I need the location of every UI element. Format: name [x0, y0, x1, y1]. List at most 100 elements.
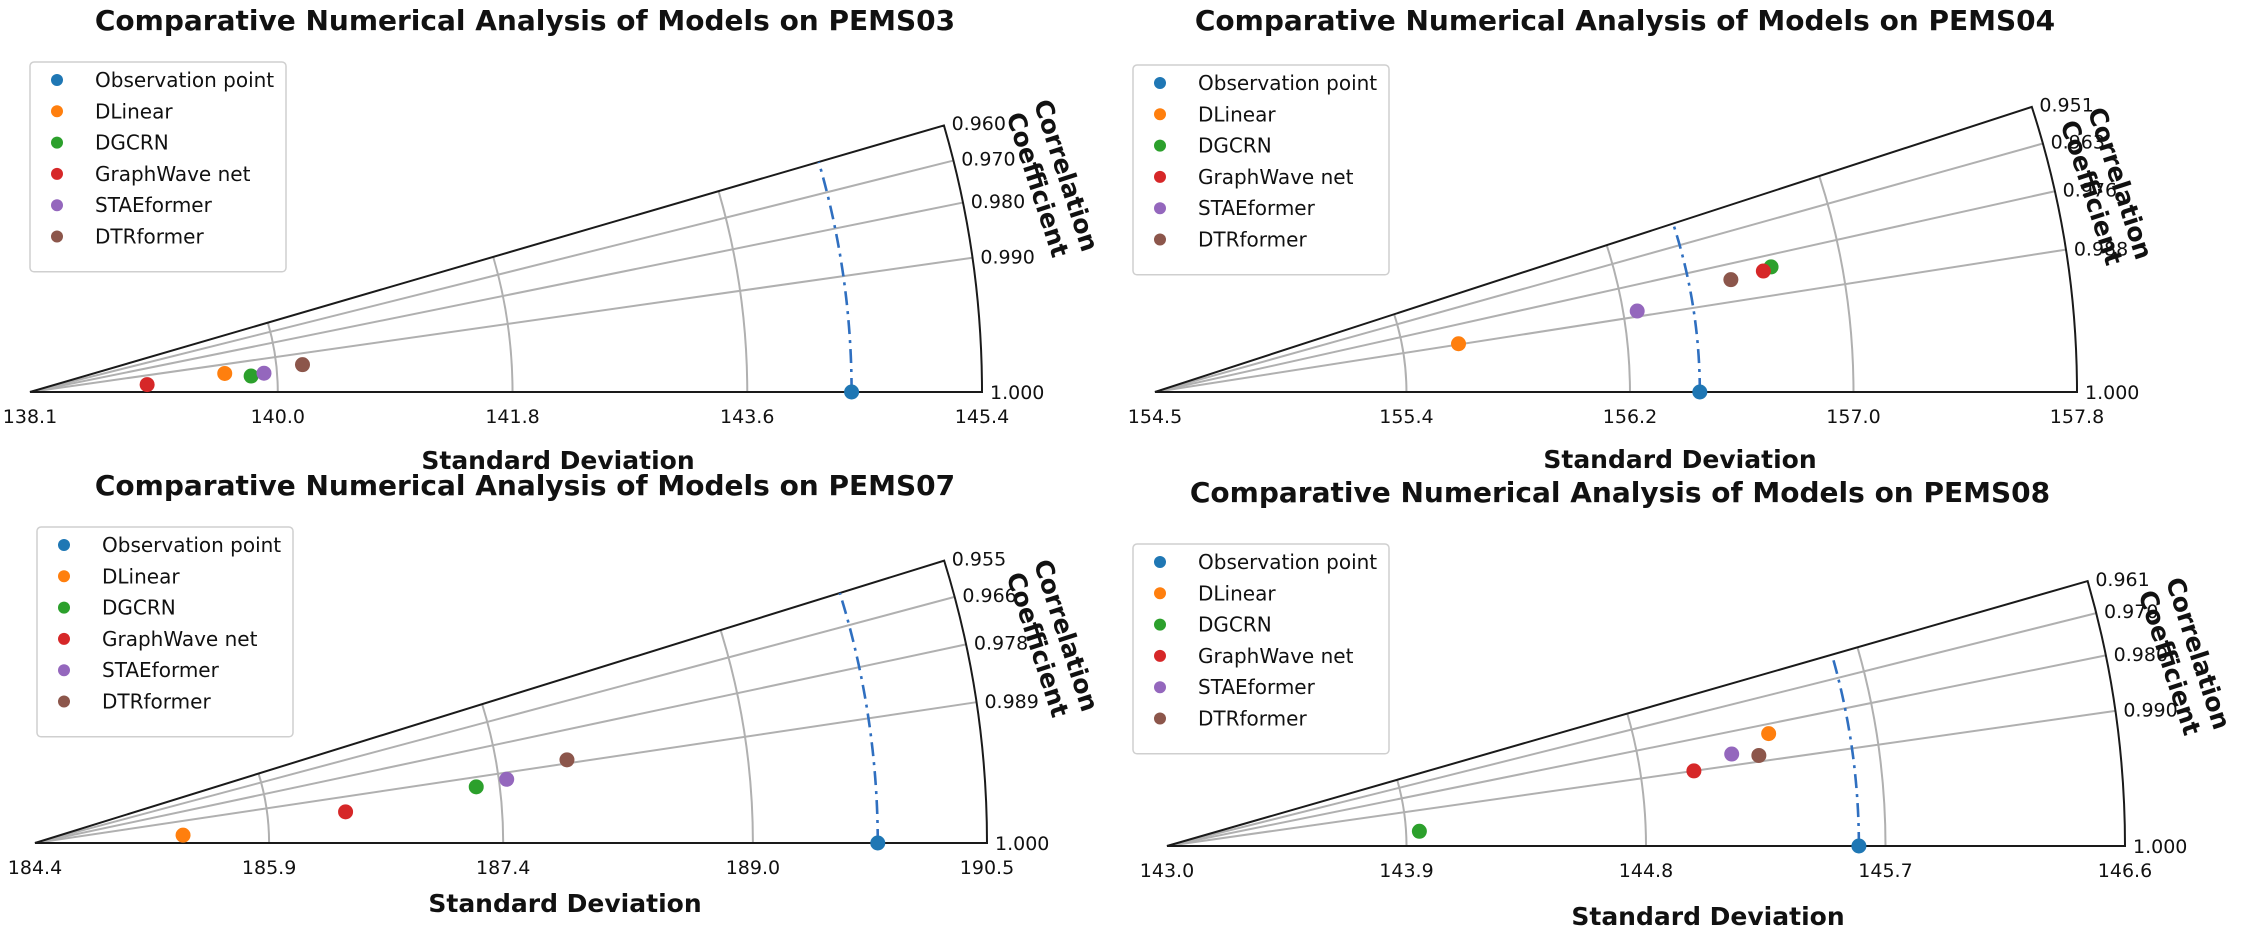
legend-label-dtrformer: DTRformer [1198, 707, 1307, 731]
legend-box [1132, 543, 1390, 755]
legend-label-observation-point: Observation point [1198, 71, 1377, 95]
corr-grid-ray [29, 201, 964, 393]
chart-title: Comparative Numerical Analysis of Models… [95, 469, 955, 502]
panel-pems04: 154.5 155.4 156.2 157.0 157.8 0.951 0.963 0.976… [1128, 4, 2159, 474]
corr-tick-label: 0.980 [2114, 644, 2168, 666]
legend-marker-dtrformer [51, 230, 63, 243]
std-tick-label: 190.5 [960, 857, 1014, 879]
observation-point [844, 384, 860, 400]
legend-label-dtrformer: DTRformer [95, 225, 204, 249]
legend-label-observation-point: Observation point [95, 68, 274, 92]
legend-marker-staeformer [51, 199, 63, 212]
legend: Observation point DLinear DGCRN GraphWave n… [29, 61, 287, 273]
legend-label-dgcrn: DGCRN [1198, 134, 1272, 158]
legend-label-staeformer: STAEformer [102, 658, 220, 682]
chart-title: Comparative Numerical Analysis of Models… [1190, 476, 2050, 509]
corr-tick-label: 0.955 [952, 548, 1006, 570]
legend-label-dlinear: DLinear [1198, 102, 1276, 126]
std-tick-label: 189.0 [726, 857, 780, 879]
std-tick-label: 184.4 [8, 857, 62, 879]
std-tick-label: 154.5 [1128, 406, 1182, 428]
corr-tick-label: 1.000 [990, 382, 1044, 404]
point-staeformer [256, 365, 272, 381]
x-axis-title: Standard Deviation [421, 446, 694, 475]
corr-tick-label: 0.980 [971, 191, 1025, 213]
point-dtrformer [559, 752, 575, 768]
observation-point [870, 835, 886, 851]
legend-marker-dgcrn [58, 601, 70, 614]
corr-grid-ray [1166, 709, 2116, 847]
legend: Observation point DLinear DGCRN GraphWave n… [36, 526, 294, 738]
observation-point [1692, 384, 1708, 400]
x-axis-title: Standard Deviation [428, 889, 701, 918]
point-graphwave-net [139, 377, 155, 393]
corr-tick-label: 0.961 [2095, 569, 2149, 591]
point-dlinear [175, 827, 191, 843]
legend-label-observation-point: Observation point [102, 533, 281, 557]
legend-marker-observation-point [1154, 556, 1166, 568]
corr-tick-label: 0.963 [2051, 131, 2105, 153]
std-tick-label: 143.9 [1379, 860, 1433, 882]
point-dlinear [1761, 726, 1777, 742]
legend-label-dlinear: DLinear [1198, 581, 1276, 605]
std-tick-label: 140.0 [251, 406, 305, 428]
std-tick-label: 187.4 [476, 857, 530, 879]
corr-tick-label: 0.988 [2074, 238, 2128, 260]
corr-grid-ray [1154, 190, 2056, 393]
x-axis-title: Standard Deviation [1543, 445, 1816, 474]
std-tick-label: 157.8 [2050, 406, 2104, 428]
legend-label-dlinear: DLinear [102, 564, 180, 588]
corr-tick-label: 0.978 [974, 633, 1028, 655]
legend-marker-observation-point [1154, 77, 1166, 89]
legend-label-dtrformer: DTRformer [102, 690, 211, 714]
point-graphwave-net [1686, 763, 1702, 779]
std-tick-label: 143.6 [720, 406, 774, 428]
point-dtrformer [1723, 272, 1739, 288]
observation-point [1851, 838, 1867, 854]
legend-marker-dgcrn [1154, 618, 1166, 631]
legend-label-staeformer: STAEformer [1198, 196, 1316, 220]
std-tick-label: 157.0 [1826, 406, 1880, 428]
std-grid-arc [1856, 647, 1887, 847]
point-staeformer [1724, 746, 1740, 762]
corr-tick-label: 0.970 [2104, 601, 2158, 623]
legend-label-graphwave-net: GraphWave net [95, 162, 251, 186]
point-dlinear [217, 365, 233, 381]
legend-marker-graphwave-net [1154, 170, 1166, 183]
corr-tick-label: 0.951 [2039, 94, 2093, 116]
std-grid-arc [1818, 175, 1855, 393]
legend-label-staeformer: STAEformer [1198, 675, 1316, 699]
legend-marker-dtrformer [1154, 712, 1166, 725]
legend-marker-dtrformer [58, 695, 70, 708]
corr-grid-ray [1166, 612, 2097, 847]
panel-pems03: 138.1 140.0 141.8 143.6 145.4 0.960 0.970 0.980… [3, 4, 1105, 475]
legend-marker-staeformer [1154, 202, 1166, 215]
corr-tick-label: 1.000 [2133, 836, 2187, 858]
legend-box [29, 61, 287, 273]
panel-pems08: 143.0 143.9 144.8 145.7 146.6 0.961 0.970 0.980… [1132, 476, 2236, 930]
corr-grid-ray [29, 256, 973, 393]
std-tick-label: 155.4 [1379, 406, 1433, 428]
legend-label-graphwave-net: GraphWave net [102, 627, 258, 651]
point-dgcrn [468, 779, 484, 795]
corr-grid-ray [1154, 142, 2044, 393]
legend-marker-dlinear [1154, 108, 1166, 121]
legend-label-dlinear: DLinear [95, 99, 173, 123]
corr-axis-title: CorrelationCoefficient [999, 96, 1104, 265]
std-tick-label: 144.8 [1619, 860, 1673, 882]
legend-marker-graphwave-net [1154, 649, 1166, 662]
corr-grid-ray [1166, 654, 2107, 847]
point-staeformer [1629, 303, 1645, 319]
corr-tick-label: 0.976 [2063, 179, 2117, 201]
legend-marker-graphwave-net [51, 167, 63, 180]
legend-box [1132, 64, 1390, 276]
legend-marker-dtrformer [1154, 233, 1166, 246]
reference-std-curve [838, 592, 880, 844]
corr-tick-label: 0.990 [980, 247, 1034, 269]
legend-label-dtrformer: DTRformer [1198, 228, 1307, 252]
legend-label-dgcrn: DGCRN [102, 596, 176, 620]
point-staeformer [499, 771, 515, 787]
std-tick-label: 145.4 [955, 406, 1009, 428]
x-axis-title: Standard Deviation [1571, 902, 1844, 930]
